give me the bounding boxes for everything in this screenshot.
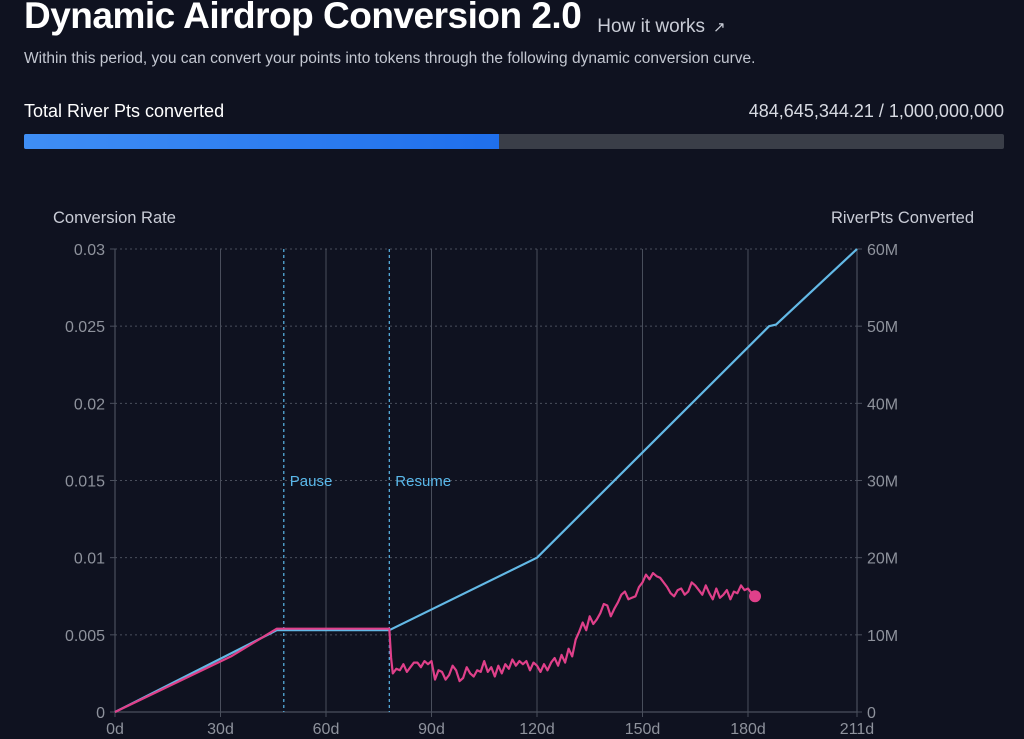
grid-layer [114,248,858,713]
y-left-tick-label: 0 [96,705,105,722]
y-left-tick-label: 0.015 [65,474,105,491]
y-axis-left-label: Conversion Rate [53,209,176,227]
x-tick-label: 30d [207,721,234,738]
y-left-tick-label: 0.005 [65,628,105,645]
marker-label-resume: Resume [395,473,451,490]
dual-axis-line-chart: 0d 30d 60d 90d 120d 150d 180d 211d00.0050.010.0… [53,209,974,738]
x-tick-label: 60d [313,721,340,738]
x-tick-label: 180d [730,721,766,738]
x-tick-label: 211d [840,721,874,738]
y-right-tick-label: 20M [867,551,898,568]
page-title: Dynamic Airdrop Conversion 2.0 [24,0,582,36]
y-right-tick-label: 60M [867,242,898,259]
y-left-tick-label: 0.01 [74,551,105,568]
progress-bar-fill [24,134,499,149]
y-right-tick-label: 30M [867,474,898,491]
progress-bar [24,134,1004,149]
progress-value: 484,645,344.21 / 1,000,000,000 [748,101,1004,121]
how-it-works-link[interactable]: How it works ↗ [597,16,725,38]
x-tick-label: 0d [106,721,124,738]
series-line-riverpts-converted [114,248,858,713]
y-right-tick-label: 0 [867,705,876,722]
x-tick-label: 120d [519,721,555,738]
x-tick-label: 90d [418,721,445,738]
series-line-conversion-rate [114,572,756,713]
y-left-tick-label: 0.03 [74,242,105,259]
axis-layer: 0d 30d 60d 90d 120d 150d 180d 211d00.0050.010.0… [65,242,898,738]
conversion-rate-last-point [749,590,762,603]
marker-layer: Pause Resume [283,249,451,712]
y-right-tick-label: 50M [867,319,898,336]
external-arrow-icon: ↗ [712,19,726,36]
page-subtitle: Within this period, you can convert your… [24,50,756,67]
series-layer [114,248,858,713]
y-right-tick-label: 40M [867,396,898,413]
y-right-tick-label: 10M [867,628,898,645]
x-tick-label: 150d [625,721,661,738]
y-axis-right-label: RiverPts Converted [831,209,974,227]
y-left-tick-label: 0.02 [74,396,105,413]
how-it-works-label: How it works [597,16,705,37]
y-left-tick-label: 0.025 [65,319,105,336]
marker-label-pause: Pause [290,473,333,490]
progress-label: Total River Pts converted [24,101,225,121]
title-row: Dynamic Airdrop Conversion 2.0 How it wo… [24,0,726,44]
